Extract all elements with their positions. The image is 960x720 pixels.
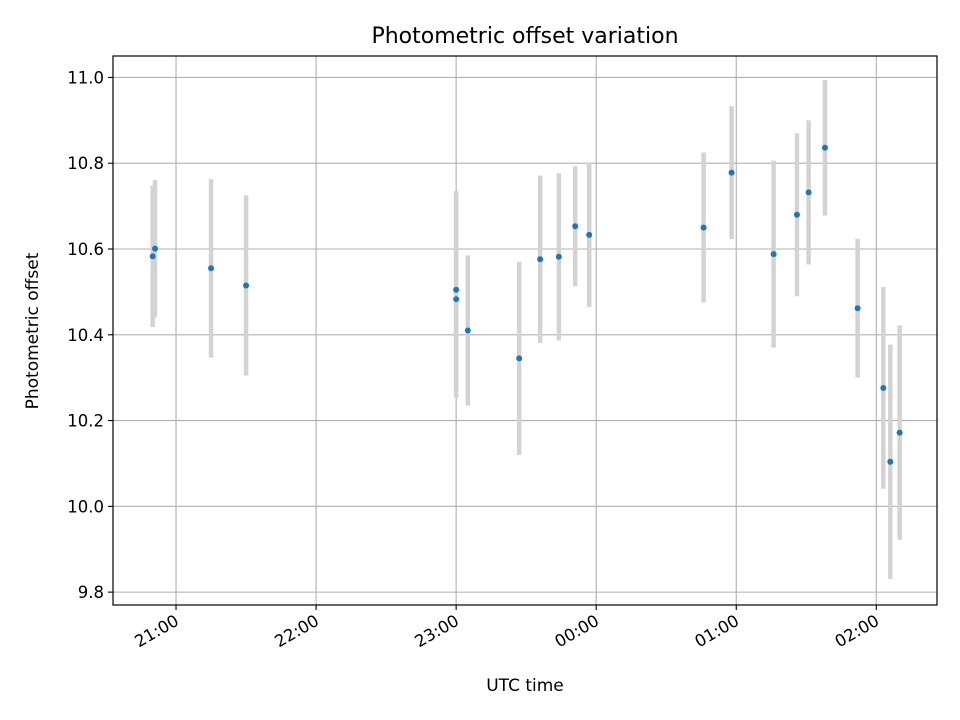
data-point	[453, 286, 460, 293]
data-point	[880, 384, 887, 391]
data-point	[805, 189, 812, 196]
data-point	[149, 253, 156, 260]
data-point	[854, 305, 861, 312]
y-axis-label: Photometric offset	[23, 252, 43, 409]
data-point	[700, 224, 707, 231]
y-tick-label: 10.8	[67, 154, 104, 173]
data-point	[728, 169, 735, 176]
data-point	[572, 223, 579, 230]
data-point	[896, 429, 903, 436]
data-point	[887, 458, 894, 465]
plot-frame	[112, 55, 938, 606]
data-point	[555, 253, 562, 260]
y-tick-label: 10.4	[67, 326, 104, 345]
y-tick-label: 11.0	[67, 68, 104, 87]
x-axis-label: UTC time	[486, 676, 564, 696]
data-point	[770, 251, 777, 258]
data-point	[537, 256, 544, 263]
data-point	[821, 144, 828, 151]
data-point	[152, 245, 159, 252]
data-point	[243, 282, 250, 289]
data-point	[516, 355, 523, 362]
y-tick-label: 10.0	[67, 497, 104, 516]
y-axis-ticks: 9.8 10.0 10.2 10.4 10.6 10.8 11.0	[67, 68, 113, 602]
data-point	[464, 327, 471, 334]
data-point	[453, 296, 460, 303]
y-tick-label: 10.2	[67, 412, 104, 431]
y-tick-label: 10.6	[67, 240, 104, 259]
data-point	[793, 211, 800, 218]
data-point	[208, 265, 215, 272]
y-tick-label: 9.8	[78, 583, 104, 602]
grid	[113, 56, 937, 605]
chart-title: Photometric offset variation	[371, 24, 678, 49]
data-point	[586, 231, 593, 238]
data-points	[149, 144, 903, 465]
